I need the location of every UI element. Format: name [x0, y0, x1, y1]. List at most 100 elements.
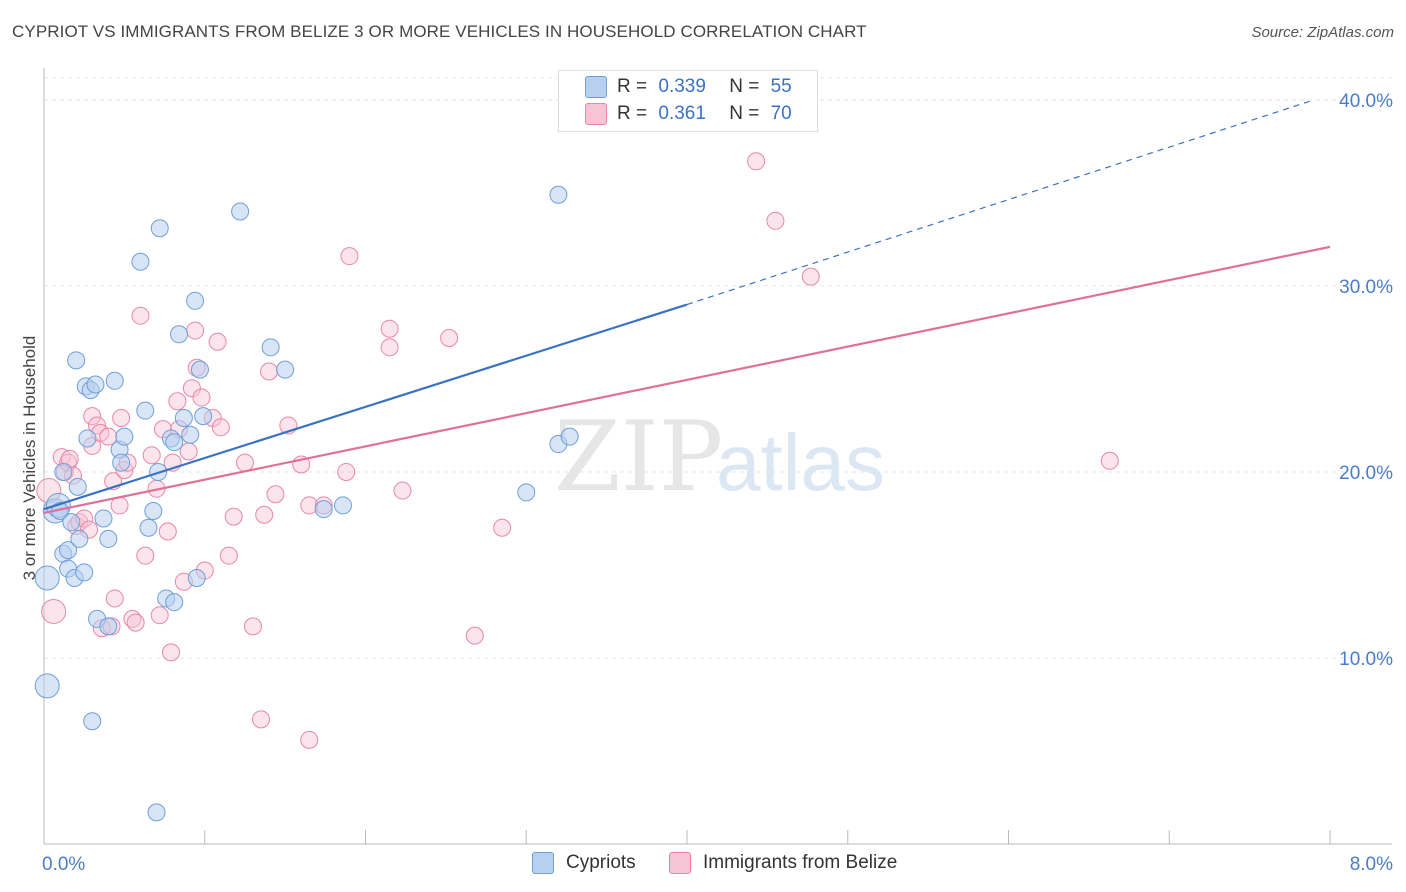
axes — [43, 68, 1392, 845]
bottom-legend: Cypriots Immigrants from Belize — [0, 852, 1406, 876]
cypriots-point — [190, 360, 209, 379]
cypriots-point — [186, 291, 205, 310]
belize-point — [179, 442, 198, 461]
cypriots-point — [147, 803, 166, 822]
legend-r-value: 0.339 — [658, 76, 706, 97]
belize-point — [208, 332, 227, 351]
cypriots-point — [517, 483, 536, 502]
cypriots-point — [174, 409, 193, 428]
belize-point — [337, 462, 356, 481]
belize-point — [747, 152, 766, 171]
belize-point — [105, 589, 124, 608]
chart-title: CYPRIOT VS IMMIGRANTS FROM BELIZE 3 OR M… — [12, 22, 867, 41]
cypriots-point — [99, 617, 118, 636]
belize-point — [243, 617, 262, 636]
legend-swatch-pink — [585, 103, 607, 125]
bottom-legend-belize: Immigrants from Belize — [669, 852, 897, 874]
cypriots-point — [83, 712, 102, 731]
cypriots-point — [86, 375, 105, 394]
belize-point — [224, 507, 243, 526]
cypriots-point — [68, 477, 87, 496]
bottom-legend-swatch-pink — [669, 852, 691, 874]
cypriots-point — [62, 513, 81, 532]
x-tick-label: 8.0% — [1350, 854, 1393, 875]
belize-point — [300, 730, 319, 749]
belize-point — [112, 409, 131, 428]
watermark: ZIP atlas — [554, 401, 885, 513]
belize-point — [801, 267, 820, 286]
source-credit: Source: ZipAtlas.com — [1251, 24, 1394, 41]
legend-box: R = 0.339 N = 55 R = 0.361 N = 70 — [558, 70, 818, 132]
watermark-atlas: atlas — [716, 418, 885, 507]
belize-point — [340, 247, 359, 266]
belize-point — [766, 211, 785, 230]
cypriots-point — [549, 185, 568, 204]
legend-n-label: N = — [729, 76, 760, 97]
cypriots-point — [54, 462, 73, 481]
belize-point — [83, 407, 102, 426]
legend-swatch-blue — [585, 76, 607, 98]
x-tick-label: 0.0% — [42, 854, 85, 875]
belize-point — [380, 319, 399, 338]
cypriots-point — [99, 529, 118, 548]
belize-point — [266, 485, 285, 504]
belize-trend-line — [43, 245, 1331, 514]
cypriots-point — [150, 219, 169, 238]
y-tick-label: 20.0% — [1339, 463, 1393, 484]
legend-n-value: 55 — [770, 76, 792, 97]
belize-point — [255, 505, 274, 524]
belize-point — [219, 546, 238, 565]
y-tick-label: 10.0% — [1339, 649, 1393, 670]
cypriots-point — [136, 401, 155, 420]
watermark-zip: ZIP — [554, 401, 723, 513]
bottom-legend-label: Cypriots — [566, 852, 636, 873]
bottom-legend-swatch-blue — [532, 852, 554, 874]
cypriots-point — [59, 541, 78, 560]
cypriots-point — [165, 433, 184, 452]
legend-n-label: N = — [729, 103, 760, 124]
tick-labels: 10.0% 20.0% 30.0% 40.0% 0.0% 8.0% — [42, 91, 1393, 875]
belize-point — [465, 626, 484, 645]
bottom-legend-cypriots: Cypriots — [532, 852, 636, 874]
belize-point — [161, 643, 180, 662]
belize-point — [393, 481, 412, 500]
cypriots-point — [67, 351, 86, 370]
belize-point — [41, 598, 67, 624]
belize-point — [150, 606, 169, 625]
cypriots-point — [75, 563, 94, 582]
belize-point — [186, 321, 205, 340]
cypriots-point — [261, 338, 280, 357]
cypriots-point — [560, 427, 579, 446]
belize-point — [158, 522, 177, 541]
legend-r-label: R = — [617, 103, 648, 124]
belize-point — [126, 613, 145, 632]
y-tick-label: 40.0% — [1339, 91, 1393, 112]
cypriots-point — [131, 252, 150, 271]
cypriots-point — [105, 371, 124, 390]
cypriots-point — [314, 500, 333, 519]
belize-point — [235, 453, 254, 472]
belize-point — [380, 338, 399, 357]
belize-point — [182, 379, 201, 398]
cypriots-point — [187, 568, 206, 587]
belize-point — [136, 546, 155, 565]
belize-point — [252, 710, 271, 729]
trend-lines — [43, 99, 1331, 514]
belize-point — [1100, 451, 1119, 470]
belize-point — [493, 518, 512, 537]
cypriots-point — [139, 518, 158, 537]
legend-r-label: R = — [617, 76, 648, 97]
cypriots-point — [144, 502, 163, 521]
belize-point — [192, 388, 211, 407]
cypriots-point — [231, 202, 250, 221]
cypriots-point — [115, 427, 134, 446]
cypriots-point — [165, 593, 184, 612]
cypriots-point — [276, 360, 295, 379]
legend-r-value: 0.361 — [658, 103, 706, 124]
y-tick-label: 30.0% — [1339, 277, 1393, 298]
series-cypriots-points — [34, 185, 579, 822]
belize-point — [168, 392, 187, 411]
cypriots-point — [34, 565, 60, 591]
cypriots-point — [170, 325, 189, 344]
